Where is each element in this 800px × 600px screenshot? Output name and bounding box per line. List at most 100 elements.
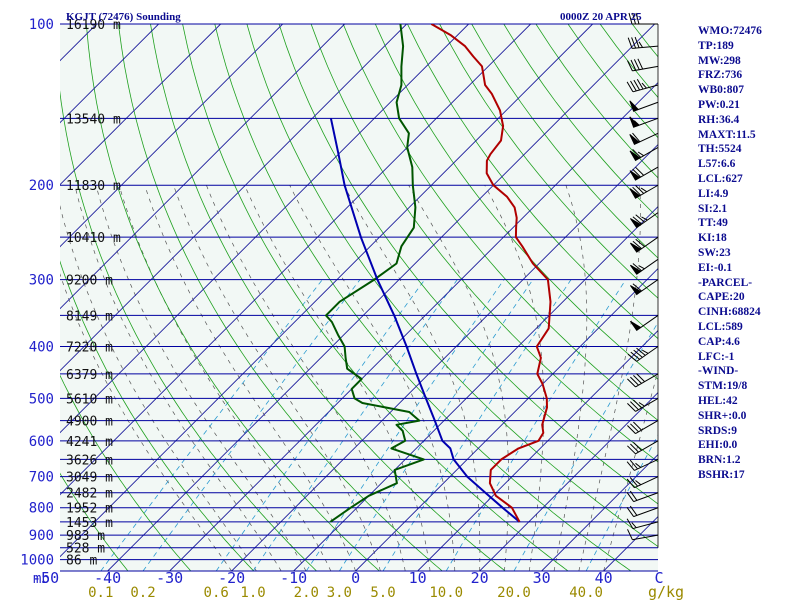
- stat-item: CAP:4.6: [698, 335, 740, 348]
- pressure-tick-label: 600: [29, 434, 54, 450]
- dry-adiabat-line: [278, 24, 658, 505]
- mixing-ratio-tick-label: 40.0: [569, 585, 603, 600]
- pressure-tick-label: 200: [29, 178, 54, 194]
- isotherm-line: [417, 330, 658, 571]
- temperature-tick-label: 30: [533, 569, 551, 587]
- stat-item: FRZ:736: [698, 69, 743, 82]
- stat-item: LCL:627: [698, 172, 743, 185]
- pressure-axis: 100 200 300 400 500 600 700 800 900 1000: [20, 17, 54, 569]
- wind-barb: [627, 529, 659, 541]
- wind-barb: [629, 184, 659, 199]
- pressure-tick-label: 700: [29, 470, 54, 486]
- isotherm-line: [0, 24, 35, 571]
- mixing-ratio-unit: g/kg: [648, 583, 684, 600]
- temperature-tick-label: -50: [32, 569, 59, 587]
- stat-item: LI:4.9: [698, 187, 729, 200]
- isotherm-line: [60, 24, 469, 434]
- mixing-ratio-axis: 0.1 0.2 0.6 1.0 2.0 3.0 5.0 10.0 20.0 40.0 g/kg: [88, 583, 684, 600]
- height-label: 983 m: [66, 529, 105, 544]
- stat-item: WMO:72476: [698, 25, 762, 37]
- isotherm-line: [60, 24, 283, 248]
- moist-adiabat-line: [553, 185, 588, 571]
- stat-item: WB0:807: [698, 84, 744, 97]
- dry-adiabat-line: [150, 24, 506, 571]
- pressure-tick-label: 1000: [20, 553, 54, 569]
- temperature-tick-label: 20: [471, 569, 489, 587]
- dry-adiabat-line: [60, 90, 317, 571]
- stat-item: PW:0.21: [698, 98, 740, 111]
- wind-barb: [629, 212, 659, 229]
- stat-item: MAXT:11.5: [698, 128, 756, 141]
- height-labels: 16190 m 13540 m 11830 m 10410 m 9200 m 8149 m…: [66, 18, 121, 569]
- height-label: 6379 m: [66, 368, 113, 383]
- stat-item: BRN:1.2: [698, 454, 741, 467]
- stat-item: SW:23: [698, 246, 731, 259]
- moist-adiabat-line: [408, 185, 510, 571]
- mixing-ratio-tick-label: 3.0: [327, 585, 352, 600]
- isotherm-line: [60, 24, 221, 186]
- sounding-profiles: [325, 24, 552, 523]
- stat-item: LCL:589: [698, 320, 743, 333]
- wind-barb: [626, 505, 659, 518]
- stat-item: BSHR:17: [698, 468, 745, 481]
- mixing-ratio-line: [513, 321, 658, 571]
- wind-barb: [629, 132, 659, 145]
- dry-adiabat-line: [246, 24, 658, 547]
- dry-adiabat-line: [214, 24, 632, 571]
- wind-barb: [626, 458, 659, 471]
- wind-barb: [626, 518, 659, 530]
- wind-barb: [629, 279, 659, 296]
- temperature-tick-label: -40: [94, 569, 121, 587]
- wind-barb: [629, 315, 659, 331]
- height-label: 7220 m: [66, 340, 113, 355]
- stat-item: EHI:0.0: [698, 439, 738, 452]
- temperature-tick-label: -30: [156, 569, 183, 587]
- wind-barb: [629, 100, 659, 112]
- stat-item: TP:189: [698, 39, 734, 52]
- pressure-tick-label: 800: [29, 501, 54, 517]
- temperature-tick-label: 40: [595, 569, 613, 587]
- height-label: 16190 m: [66, 18, 121, 33]
- height-label: 1453 m: [66, 516, 113, 531]
- height-label: 8149 m: [66, 309, 113, 324]
- pressure-axis-unit: mb: [33, 571, 50, 587]
- isotherm-line: [479, 392, 658, 571]
- stat-item: LFC:-1: [698, 350, 735, 363]
- dry-adiabat-line: [471, 24, 658, 259]
- pressure-tick-label: 100: [29, 17, 54, 33]
- wind-barb: [628, 12, 658, 25]
- height-label: 528 m: [66, 542, 105, 557]
- height-label: 1952 m: [66, 502, 113, 517]
- isotherm-line: [107, 24, 655, 571]
- wind-barb: [627, 58, 659, 72]
- mixing-ratio-line: [382, 279, 572, 571]
- mixing-ratio-tick-label: 5.0: [370, 585, 395, 600]
- stat-item: L57:6.6: [698, 158, 736, 171]
- mixing-ratio-line: [142, 279, 361, 571]
- stat-item: TH:5524: [698, 143, 742, 156]
- wind-barb: [626, 490, 659, 503]
- wind-barb: [627, 346, 659, 362]
- stat-item: EI:-0.1: [698, 261, 733, 274]
- isotherm-line: [293, 206, 658, 571]
- pressure-tick-label: 300: [29, 273, 54, 289]
- stat-item: STM:19/8: [698, 380, 748, 393]
- stat-item: SHR+:0.0: [698, 409, 747, 422]
- moist-adiabat-line: [144, 185, 356, 571]
- wind-barb: [629, 236, 659, 253]
- temperature-tick-label: -20: [218, 569, 245, 587]
- stat-item: CINH:68824: [698, 306, 761, 319]
- dry-adiabat-line: [118, 24, 443, 571]
- moist-adiabat-line: [206, 185, 406, 571]
- moist-adiabat-line: [95, 185, 307, 571]
- height-label: 4900 m: [66, 415, 113, 430]
- mixing-ratio-tick-label: 2.0: [294, 585, 319, 600]
- parcel-trace: [329, 118, 521, 523]
- stat-item: -PARCEL-: [698, 276, 753, 289]
- height-label: 3626 m: [66, 453, 113, 468]
- isotherms: [0, 24, 658, 571]
- height-label: 5610 m: [66, 392, 113, 407]
- wind-barb: [627, 440, 659, 455]
- sounding-title: KGJT (72476) Sounding: [66, 11, 181, 23]
